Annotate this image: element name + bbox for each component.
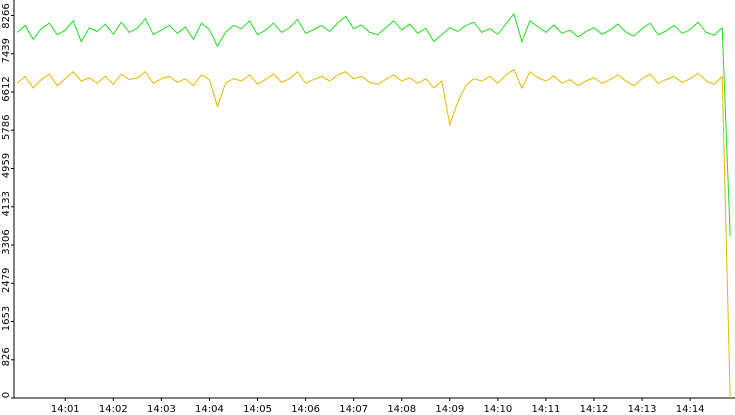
x-tick-label: 14:04 [195, 404, 224, 415]
y-tick-label: 6612 [1, 76, 12, 101]
x-tick-label: 14:07 [339, 404, 368, 415]
x-tick-label: 14:14 [676, 404, 705, 415]
series-line [16, 12, 731, 237]
x-tick-label: 14:03 [147, 404, 176, 415]
x-tick-label: 14:09 [435, 404, 464, 415]
x-tick-label: 14:02 [99, 404, 128, 415]
x-tick-label: 14:06 [291, 404, 320, 415]
x-tick-label: 14:01 [51, 404, 80, 415]
y-tick-label: 4133 [1, 191, 12, 216]
x-tick-label: 14:08 [387, 404, 416, 415]
y-tick-label: 2479 [1, 268, 12, 293]
x-tick-label: 14:05 [243, 404, 272, 415]
y-tick-label: 3306 [1, 229, 12, 254]
y-tick-label: 8266 [1, 3, 12, 28]
y-tick-label: 826 [1, 347, 12, 366]
x-tick-label: 14:13 [628, 404, 657, 415]
series-line [16, 68, 731, 399]
x-tick-label: 14:12 [580, 404, 609, 415]
y-tick-label: 0 [1, 392, 12, 398]
x-tick-label: 14:11 [532, 404, 561, 415]
y-tick-label: 7439 [1, 38, 12, 63]
y-tick-label: 5786 [1, 115, 12, 140]
x-tick-label: 14:10 [483, 404, 512, 415]
y-tick-label: 1653 [1, 306, 12, 331]
y-tick-label: 4959 [1, 153, 12, 178]
